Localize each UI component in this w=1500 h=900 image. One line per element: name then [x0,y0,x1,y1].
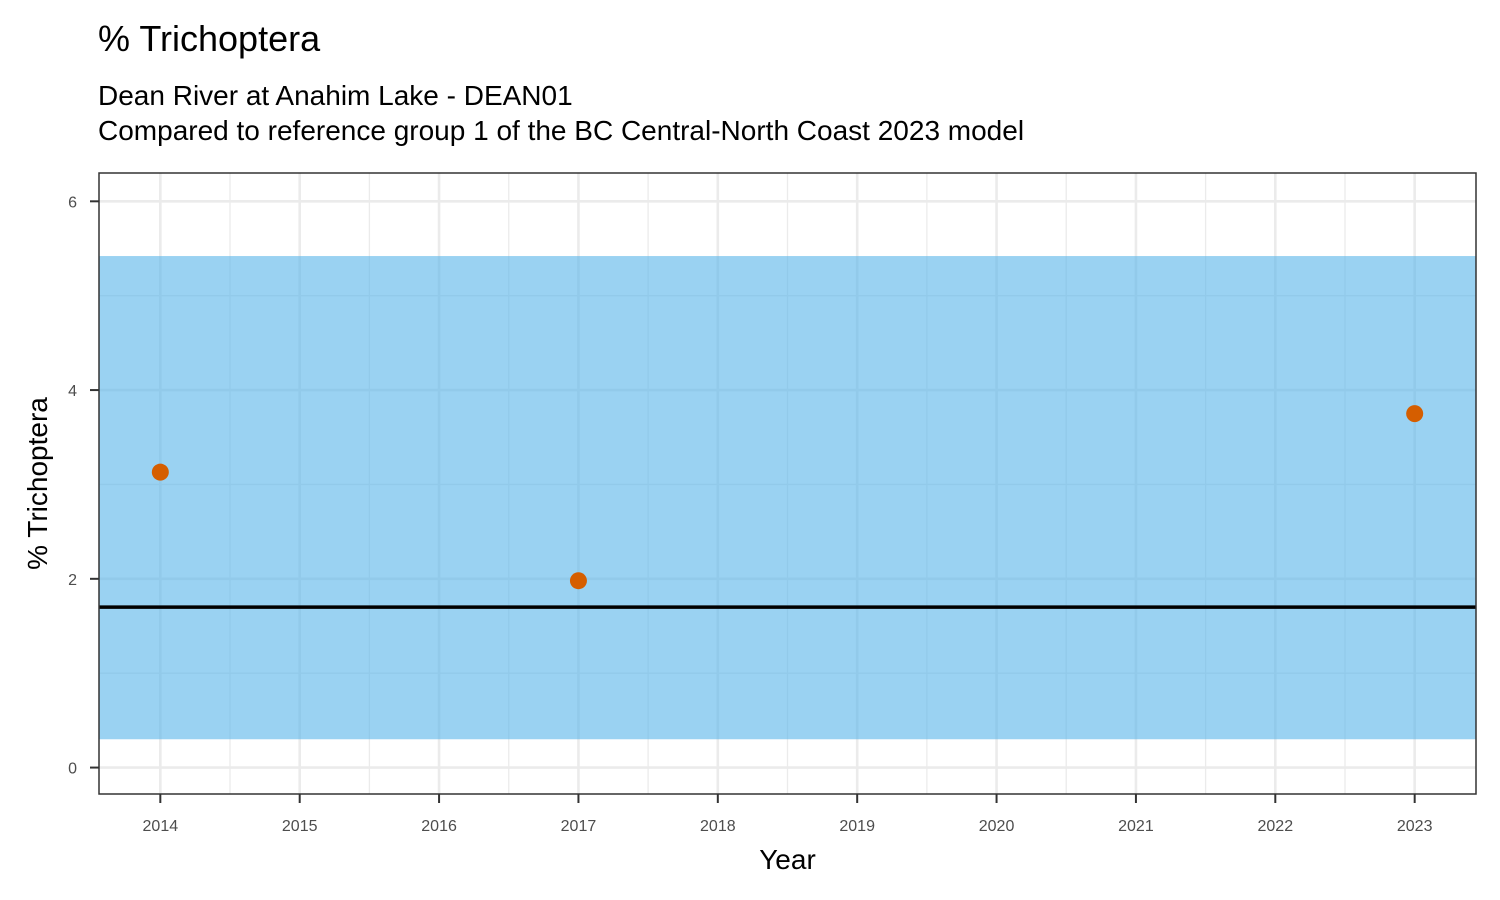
data-point [569,572,587,590]
y-axis-title: % Trichoptera [22,397,53,570]
x-tick-label: 2018 [700,818,736,835]
data-point [1406,405,1424,423]
y-tick-label: 0 [68,761,77,778]
x-tick-label: 2016 [421,818,457,835]
chart-subtitle-line-1: Dean River at Anahim Lake - DEAN01 [98,80,573,111]
x-tick-label: 2021 [1118,818,1154,835]
x-tick-label: 2017 [561,818,597,835]
plot-panel-border [98,172,1477,795]
data-point [151,463,169,481]
x-tick-label: 2019 [839,818,875,835]
x-axis-ticks: 2014 2015 2016 2017 2018 2019 2020 2021 2022 2023 [143,794,1433,835]
y-tick-label: 4 [68,383,77,400]
x-tick-label: 2023 [1397,818,1433,835]
data-points [151,405,1424,590]
y-axis-ticks: 0 2 4 6 [68,194,99,778]
x-tick-label: 2014 [143,818,179,835]
y-tick-label: 6 [68,194,77,211]
reference-range-band [99,256,1476,740]
x-tick-label: 2022 [1258,818,1294,835]
x-tick-label: 2015 [282,818,318,835]
chart-title: % Trichoptera [98,18,321,59]
chart-subtitle-line-2: Compared to reference group 1 of the BC … [98,115,1025,146]
x-axis-title: Year [759,844,816,875]
x-tick-label: 2020 [979,818,1015,835]
y-tick-label: 2 [68,572,77,589]
